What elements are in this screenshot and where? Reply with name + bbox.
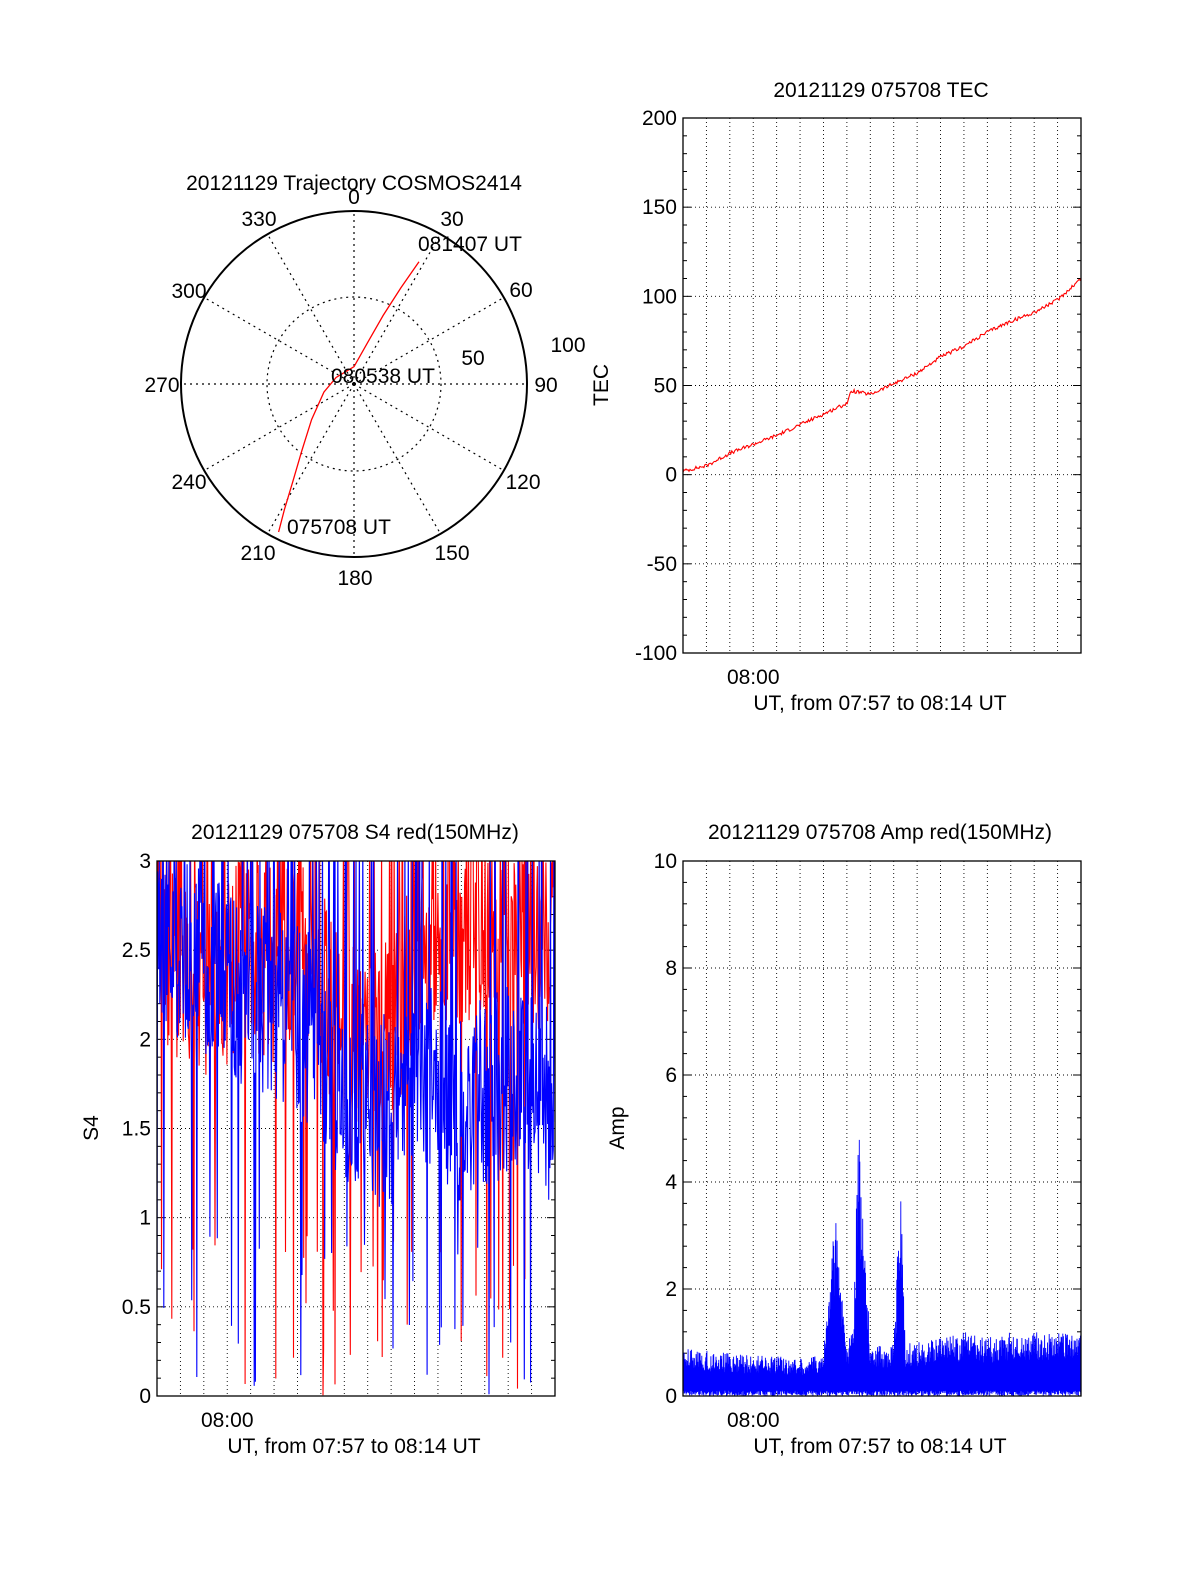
amp-x-axis-label: UT, from 07:57 to 08:14 UT [753, 1435, 1006, 1458]
angle-label-0: 0 [348, 186, 360, 209]
polar-spoke [353, 233, 442, 385]
polar-spoke [203, 296, 355, 385]
s4-series [157, 861, 555, 1396]
polar-spoke [353, 296, 505, 385]
tec-series [683, 277, 1081, 473]
trajectory-panel: 20121129 Trajectory COSMOS2414 0 30 60 9… [144, 172, 585, 590]
angle-label-60: 60 [509, 279, 532, 302]
s4-ytick-label: 0 [139, 1385, 151, 1408]
angle-label-210: 210 [240, 542, 275, 565]
amp-title: 20121129 075708 Amp red(150MHz) [708, 821, 1052, 844]
polar-spoke [353, 383, 442, 535]
s4-ytick-label: 0.5 [122, 1296, 151, 1319]
polar-spoke [266, 233, 355, 385]
polar-spokes [181, 211, 527, 557]
angle-label-240: 240 [171, 471, 206, 494]
tec-ytick-label: 0 [665, 464, 677, 487]
amp-y-axis-label: Amp [606, 1106, 629, 1149]
tec-y-ticks: -100 -50 0 50 100 150 200 [635, 107, 677, 665]
tec-plot-frame [682, 117, 1082, 654]
amp-ytick-label: 2 [665, 1278, 677, 1301]
tec-panel: 20121129 075708 TEC -100 -50 0 50 100 15… [590, 79, 1082, 715]
amp-ytick-label: 4 [665, 1171, 677, 1194]
polar-spoke [266, 383, 355, 535]
amp-ytick-label: 8 [665, 957, 677, 980]
s4-ytick-label: 1 [139, 1207, 151, 1230]
trajectory-end-label: 081407 UT [418, 233, 522, 256]
amp-panel: 20121129 075708 Amp red(150MHz) 0 2 4 6 … [606, 821, 1082, 1458]
s4-title: 20121129 075708 S4 red(150MHz) [191, 821, 519, 844]
s4-y-ticks: 0 0.5 1 1.5 2 2.5 3 [122, 850, 151, 1408]
radial-label-100: 100 [550, 334, 585, 357]
polar-inner-circle [266, 296, 442, 472]
trajectory-title: 20121129 Trajectory COSMOS2414 [186, 172, 522, 195]
polar-outer-circle [180, 210, 528, 558]
series-holder [683, 1139, 1081, 1396]
amp-ytick-label: 10 [654, 850, 677, 873]
angle-label-180: 180 [337, 567, 372, 590]
amp-grid [683, 860, 1081, 1397]
s4-ytick-label: 3 [139, 850, 151, 873]
s4-ytick-label: 1.5 [122, 1118, 151, 1141]
s4-y-axis-label: S4 [80, 1115, 103, 1141]
tec-y-axis-label: TEC [590, 364, 613, 406]
amp-xtick-label: 08:00 [727, 1409, 780, 1432]
trajectory-line [277, 261, 420, 533]
polar-spoke [203, 383, 355, 472]
amp-ytick-label: 0 [665, 1385, 677, 1408]
tec-grid [683, 117, 1081, 654]
angle-label-30: 30 [440, 208, 463, 231]
tec-ytick-label: 200 [642, 107, 677, 130]
trajectory-mid-label: 080538 UT [331, 365, 435, 388]
angle-label-90: 90 [534, 374, 557, 397]
s4-xtick-label: 08:00 [201, 1409, 254, 1432]
tec-ytick-label: 50 [654, 375, 677, 398]
angle-label-330: 330 [241, 208, 276, 231]
s4-plot-frame [156, 860, 556, 1397]
s4-ytick-label: 2 [139, 1028, 151, 1051]
series-line-1 [157, 861, 555, 1395]
trajectory-start-label: 075708 UT [287, 516, 391, 539]
tec-title: 20121129 075708 TEC [773, 79, 988, 102]
tec-ytick-label: -50 [647, 553, 677, 576]
series-line-0 [683, 277, 1081, 473]
amp-plot-frame [682, 860, 1082, 1397]
angle-label-270: 270 [144, 374, 179, 397]
series-holder [683, 277, 1081, 473]
tec-ytick-label: -100 [635, 642, 677, 665]
polar-angle-labels: 0 30 60 90 120 150 180 210 240 270 300 3… [144, 186, 557, 590]
angle-label-120: 120 [505, 471, 540, 494]
radial-label-50: 50 [461, 347, 484, 370]
tec-ytick-label: 150 [642, 196, 677, 219]
tec-xtick-label: 08:00 [727, 666, 780, 689]
series-line-0 [683, 1139, 1081, 1396]
amp-y-ticks: 0 2 4 6 8 10 [654, 850, 678, 1408]
s4-x-axis-label: UT, from 07:57 to 08:14 UT [227, 1435, 480, 1458]
series-holder [157, 861, 555, 1396]
tec-ytick-label: 100 [642, 285, 677, 308]
amp-ytick-label: 6 [665, 1064, 677, 1087]
s4-panel: 20121129 075708 S4 red(150MHz) 0 0.5 1 1… [80, 821, 556, 1458]
s4-ytick-label: 2.5 [122, 939, 151, 962]
angle-label-150: 150 [434, 542, 469, 565]
angle-label-300: 300 [171, 280, 206, 303]
polar-spoke [353, 383, 505, 472]
amp-series [683, 1139, 1081, 1396]
tec-x-axis-label: UT, from 07:57 to 08:14 UT [753, 692, 1006, 715]
